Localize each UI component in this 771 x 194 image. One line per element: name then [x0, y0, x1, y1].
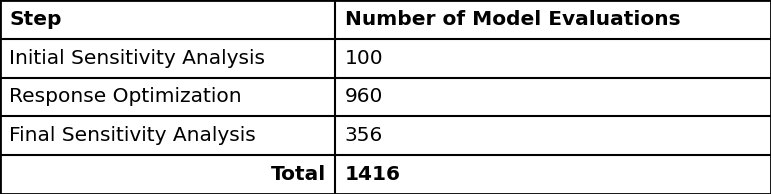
Text: Step: Step [9, 10, 62, 29]
Text: Final Sensitivity Analysis: Final Sensitivity Analysis [9, 126, 256, 145]
Text: 960: 960 [345, 87, 383, 107]
Text: 1416: 1416 [345, 165, 401, 184]
Text: Initial Sensitivity Analysis: Initial Sensitivity Analysis [9, 49, 265, 68]
Text: Total: Total [271, 165, 326, 184]
Text: 356: 356 [345, 126, 383, 145]
Text: 100: 100 [345, 49, 383, 68]
Text: Response Optimization: Response Optimization [9, 87, 242, 107]
Text: Number of Model Evaluations: Number of Model Evaluations [345, 10, 680, 29]
